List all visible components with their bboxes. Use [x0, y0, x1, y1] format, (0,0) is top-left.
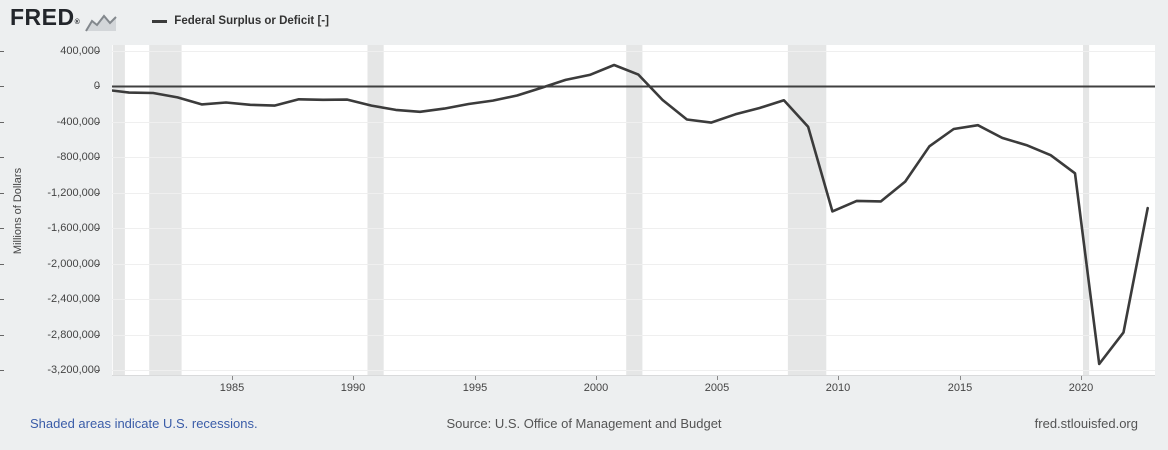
x-axis-tick-mark	[475, 376, 476, 380]
x-axis-tick-mark	[1081, 376, 1082, 380]
chart-plot-area[interactable]	[112, 45, 1155, 375]
y-axis-tick-label: -2,000,000	[47, 258, 100, 270]
y-axis-tick-mark	[0, 193, 4, 194]
x-axis-tick-mark	[353, 376, 354, 380]
y-axis-tick-mark	[0, 299, 4, 300]
y-axis-tick-mark	[96, 193, 100, 194]
y-axis-tick-mark	[96, 157, 100, 158]
y-axis-tick-mark	[0, 228, 4, 229]
y-axis-tick-mark	[96, 228, 100, 229]
footer: Shaded areas indicate U.S. recessions. S…	[0, 416, 1168, 436]
y-axis-tick-mark	[0, 51, 4, 52]
x-axis-tick-mark	[960, 376, 961, 380]
y-axis-tick-mark	[96, 86, 100, 87]
y-axis-tick-label: -1,600,000	[47, 222, 100, 234]
series-line-federal-surplus-deficit[interactable]	[112, 63, 1149, 366]
x-axis-tick-label: 2020	[1068, 382, 1094, 394]
recession-band	[626, 45, 643, 375]
y-axis-tick-label: -2,400,000	[47, 293, 100, 305]
x-axis-line	[112, 375, 1155, 376]
y-axis-tick-label: -3,200,000	[47, 364, 100, 376]
y-axis-tick-mark	[96, 299, 100, 300]
x-axis-tick-label: 1990	[340, 382, 366, 394]
y-axis-tick-mark	[96, 264, 100, 265]
source-link[interactable]: Source: U.S. Office of Management and Bu…	[446, 416, 722, 431]
legend-item: Federal Surplus or Deficit [-]	[152, 15, 329, 27]
recession-note-link[interactable]: Shaded areas indicate U.S. recessions.	[30, 416, 258, 431]
x-axis-tick-mark	[232, 376, 233, 380]
recession-band	[149, 45, 182, 375]
y-axis-tick-label: -1,200,000	[47, 187, 100, 199]
registered-trademark-icon: ®	[74, 18, 81, 26]
recession-band	[112, 45, 125, 375]
recession-band	[367, 45, 384, 375]
y-axis-tick-label: 0	[0, 79, 100, 93]
x-axis-tick-label: 2000	[583, 382, 609, 394]
x-axis-tick-label: 2015	[947, 382, 973, 394]
x-axis-tick-mark	[717, 376, 718, 380]
header: FRED® Federal Surplus or Deficit [-]	[10, 4, 329, 37]
legend-line-marker	[152, 19, 168, 23]
y-axis-tick-label: -800,000	[56, 151, 100, 163]
fred-logo-chart-icon	[85, 13, 118, 32]
y-axis-tick-mark	[0, 370, 4, 371]
y-axis-tick-mark	[96, 122, 100, 123]
recession-band	[787, 45, 827, 375]
fred-logo[interactable]: FRED®	[10, 4, 80, 37]
y-axis-tick-mark	[96, 370, 100, 371]
plot-svg	[112, 45, 1155, 375]
x-axis-tick-mark	[838, 376, 839, 380]
x-axis-tick-label: 1995	[462, 382, 488, 394]
y-axis-tick-label: -2,800,000	[47, 329, 100, 341]
y-axis-tick-label: -400,000	[56, 116, 100, 128]
y-axis-tick-mark	[96, 335, 100, 336]
y-axis-title: Millions of Dollars	[12, 167, 24, 255]
fred-logo-text: FRED	[10, 3, 75, 30]
recession-band	[1083, 45, 1090, 375]
y-axis-tick-mark	[96, 51, 100, 52]
y-axis-tick-mark	[0, 122, 4, 123]
y-axis-tick-mark	[0, 157, 4, 158]
y-axis-tick-label: 400,000	[60, 45, 100, 57]
legend-label: Federal Surplus or Deficit [-]	[174, 15, 329, 27]
x-axis-tick-label: 2005	[704, 382, 730, 394]
y-axis-tick-mark	[0, 86, 4, 87]
x-axis-tick-label: 1985	[219, 382, 245, 394]
y-axis-tick-mark	[0, 335, 4, 336]
x-axis-tick-label: 2010	[825, 382, 851, 394]
x-axis-tick-mark	[596, 376, 597, 380]
fred-site-link[interactable]: fred.stlouisfed.org	[1034, 416, 1138, 431]
y-axis-tick-mark	[0, 264, 4, 265]
